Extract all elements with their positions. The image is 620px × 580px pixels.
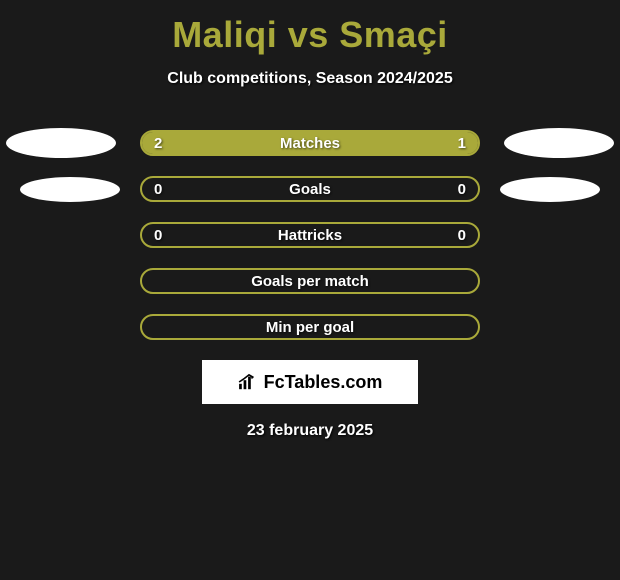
date-label: 23 february 2025 [247,422,373,440]
player-left-avatar [6,128,116,158]
stat-row: Goals per match [0,268,620,294]
stat-bar: 0 Goals 0 [140,176,480,202]
player-right-avatar [504,128,614,158]
stat-value-left: 2 [154,135,162,152]
stat-bar: 0 Hattricks 0 [140,222,480,248]
stat-bar: 2 Matches 1 [140,130,480,156]
stat-label: Matches [280,135,340,152]
stat-row: Min per goal [0,314,620,340]
stat-value-right: 0 [458,181,466,198]
stat-label: Min per goal [266,319,354,336]
stat-value-right: 0 [458,227,466,244]
subtitle: Club competitions, Season 2024/2025 [167,70,452,88]
stat-row: 0 Hattricks 0 [0,222,620,248]
stat-bar: Min per goal [140,314,480,340]
page-title: Maliqi vs Smaçi [172,14,448,56]
player-right-avatar [500,177,600,202]
stat-value-left: 0 [154,227,162,244]
stat-label: Goals [289,181,331,198]
stat-value-right: 1 [458,135,466,152]
stat-bar: Goals per match [140,268,480,294]
branding-badge: FcTables.com [202,360,418,404]
stats-rows: 2 Matches 1 0 Goals 0 0 Hattricks 0 Goals per mat… [0,130,620,340]
infographic-container: Maliqi vs Smaçi Club competitions, Seaso… [0,0,620,440]
stat-label: Hattricks [278,227,342,244]
branding-chart-icon [238,373,260,391]
stat-row: 0 Goals 0 [0,176,620,202]
stat-row: 2 Matches 1 [0,130,620,156]
branding-text: FcTables.com [264,372,383,393]
stat-label: Goals per match [251,273,369,290]
stat-value-left: 0 [154,181,162,198]
player-left-avatar [20,177,120,202]
